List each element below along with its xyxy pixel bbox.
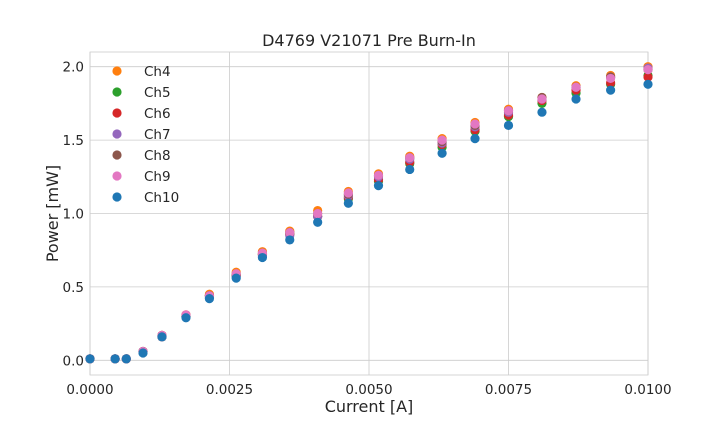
data-point: [437, 148, 447, 158]
y-tick-label: 1.5: [63, 133, 84, 149]
legend-label: Ch4: [144, 64, 171, 80]
x-tick-label: 0.0050: [345, 382, 392, 398]
legend-marker: [112, 192, 122, 202]
data-points: [85, 62, 653, 364]
y-axis-ticks: 0.0 0.5 1.0 1.5 2.0: [63, 60, 84, 370]
legend-label: Ch8: [144, 148, 171, 164]
data-point: [181, 313, 191, 323]
data-point: [606, 85, 616, 95]
legend-marker: [112, 87, 122, 97]
x-axis-ticks: 0.0000 0.0025 0.0050 0.0075 0.0100: [66, 382, 671, 398]
data-point: [470, 134, 480, 144]
data-point: [643, 72, 653, 82]
data-point: [257, 252, 268, 263]
data-point: [437, 135, 447, 145]
data-point: [571, 94, 581, 104]
y-tick-label: 2.0: [63, 60, 84, 76]
x-tick-label: 0.0075: [485, 382, 532, 398]
data-point: [537, 107, 547, 117]
data-point: [503, 120, 514, 131]
data-point: [313, 208, 323, 219]
data-point: [470, 119, 480, 129]
data-point: [405, 153, 415, 163]
data-point: [643, 79, 653, 89]
data-point: [606, 73, 616, 84]
legend-marker: [112, 150, 122, 160]
data-point: [643, 65, 653, 75]
legend-label: Ch5: [144, 85, 171, 101]
data-point: [110, 354, 120, 364]
x-axis-label: Current [A]: [325, 397, 414, 416]
data-point: [204, 294, 215, 304]
data-point: [313, 217, 323, 227]
legend-marker: [112, 66, 122, 76]
data-point: [571, 82, 581, 92]
legend-label: Ch10: [144, 190, 179, 206]
data-point: [285, 235, 295, 245]
grid: [89, 51, 649, 376]
data-point: [231, 273, 241, 283]
data-point: [343, 188, 353, 198]
data-point: [405, 164, 415, 175]
data-point: [85, 354, 95, 364]
legend-marker: [112, 129, 122, 139]
data-point: [285, 227, 295, 238]
legend-label: Ch9: [144, 169, 171, 185]
x-tick-label: 0.0000: [66, 382, 113, 398]
series-ch10: [85, 79, 653, 364]
x-tick-label: 0.0100: [624, 382, 671, 398]
legend: Ch4 Ch5 Ch6 Ch7 Ch8 Ch9 Ch10: [112, 64, 179, 206]
data-point: [537, 94, 547, 104]
y-tick-label: 1.0: [63, 207, 84, 223]
data-point: [138, 348, 148, 358]
legend-label: Ch7: [144, 127, 171, 143]
chart-title: D4769 V21071 Pre Burn-In: [262, 31, 476, 50]
data-point: [157, 332, 167, 342]
legend-label: Ch6: [144, 106, 171, 122]
data-point: [343, 198, 353, 208]
data-point: [373, 170, 384, 180]
y-tick-label: 0.0: [63, 353, 84, 369]
y-axis-label: Power [mW]: [43, 165, 62, 262]
plot-frame: [89, 51, 649, 376]
data-point: [121, 354, 131, 364]
legend-marker: [112, 108, 122, 118]
y-tick-label: 0.5: [63, 280, 84, 296]
data-point: [373, 181, 384, 191]
legend-marker: [112, 171, 122, 181]
data-point: [503, 106, 514, 116]
x-tick-label: 0.0025: [206, 382, 253, 398]
